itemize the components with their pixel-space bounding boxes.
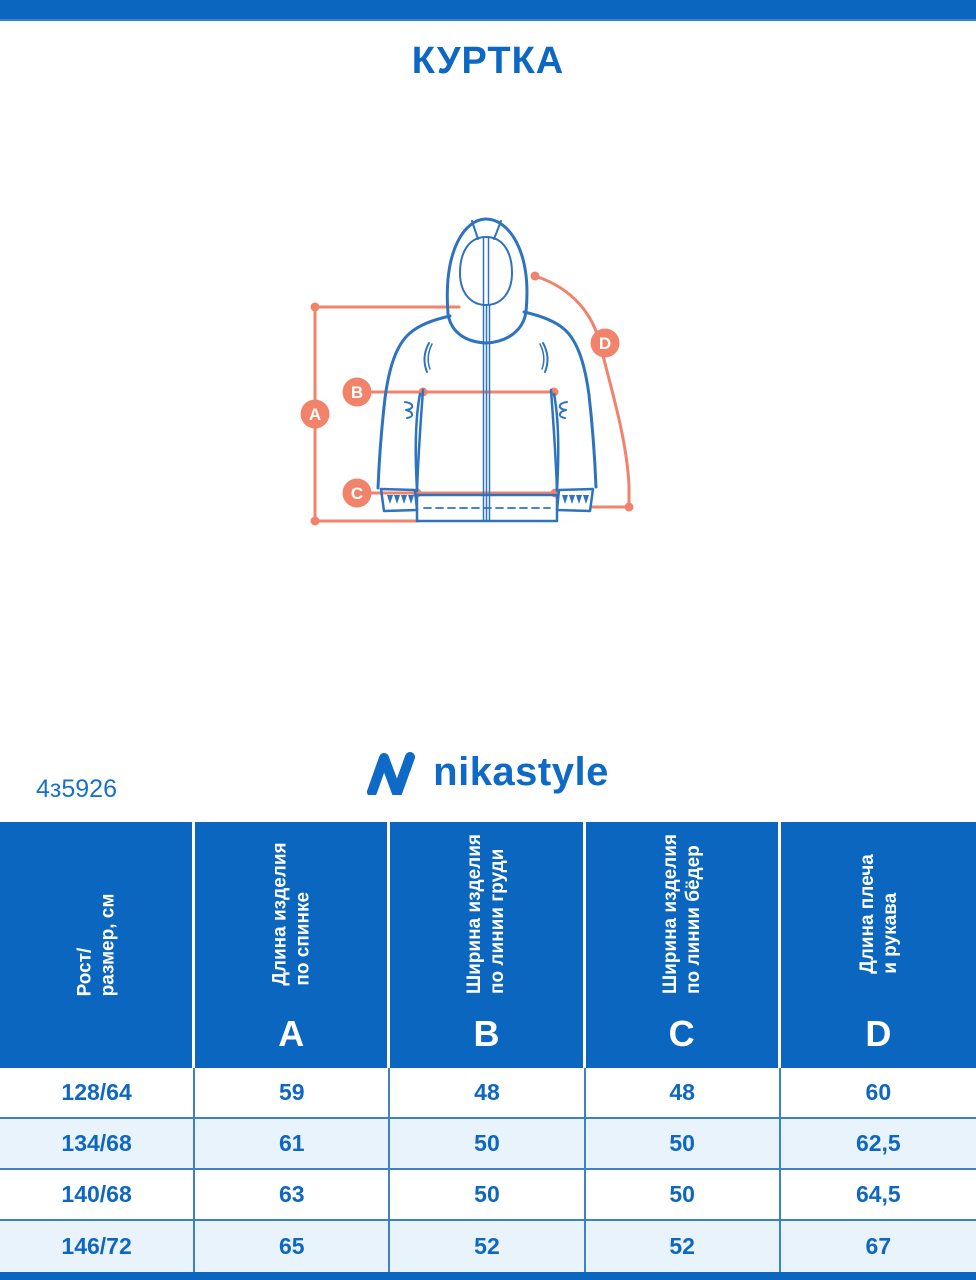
marker-b-label: B <box>351 383 363 402</box>
header-label-line: Длина плеча <box>856 854 878 974</box>
cell-d: 60 <box>865 1079 892 1105</box>
cell-b: 50 <box>390 1170 586 1219</box>
cell-a: 61 <box>195 1119 391 1168</box>
header-label-line: и рукава <box>879 892 901 974</box>
header-cell-c: Ширина изделия по линии бёдер C <box>585 822 781 1068</box>
marker-a-circle: A <box>300 399 330 429</box>
jacket-outline <box>376 217 598 523</box>
table-row: 128/64 59 48 48 60 <box>0 1068 976 1119</box>
header-label-line: размер, см <box>97 893 119 997</box>
cell-c: 50 <box>586 1119 781 1168</box>
cell-a: 65 <box>195 1221 391 1272</box>
header-label-line: по линии бёдер <box>682 845 704 994</box>
cell-d: 67 <box>865 1233 892 1259</box>
header-label-line: Ширина изделия <box>659 834 681 994</box>
header-cell-size: Рост/ размер, см <box>0 822 196 1068</box>
header-label-line: по линии груди <box>487 848 509 994</box>
header-label-line: Длина изделия <box>269 842 291 986</box>
cell-b: 48 <box>390 1068 586 1117</box>
cell-d: 64,5 <box>855 1181 901 1207</box>
cell-b: 52 <box>390 1221 586 1272</box>
header-letter-d: D <box>865 1013 892 1054</box>
size-table-header: Рост/ размер, см Длина изделия по спинке… <box>0 822 976 1068</box>
header-letter-c: C <box>668 1013 695 1054</box>
cell-size: 134/68 <box>0 1119 196 1168</box>
header-label-line: Ширина изделия <box>464 834 486 994</box>
table-row: 140/68 63 50 50 64,5 <box>0 1170 976 1221</box>
cell-d: 62,5 <box>855 1130 901 1156</box>
jacket-diagram: A B C D <box>300 217 634 526</box>
cell-size: 128/64 <box>0 1068 196 1117</box>
header-cell-b: Ширина изделия по линии груди B <box>390 822 586 1068</box>
marker-d-circle: D <box>590 328 620 358</box>
size-table: Рост/ размер, см Длина изделия по спинке… <box>0 822 976 1272</box>
marker-a-label: A <box>309 405 321 424</box>
cell-c: 48 <box>586 1068 781 1117</box>
header-letter-b: B <box>473 1013 500 1054</box>
top-accent-bar <box>0 0 976 21</box>
header-letter-a: A <box>278 1013 305 1054</box>
header-label-line: по спинке <box>292 891 314 986</box>
marker-d-label: D <box>599 334 611 353</box>
marker-b-circle: B <box>342 377 372 407</box>
marker-c-circle: C <box>342 478 372 508</box>
brand-logo-text: nikastyle <box>433 749 609 794</box>
cell-c: 52 <box>586 1221 781 1272</box>
article-number: 4з5926 <box>36 775 117 803</box>
header-label-line: Рост/ <box>74 947 96 997</box>
header-cell-a: Длина изделия по спинке A <box>195 822 391 1068</box>
page-title: КУРТКА <box>411 40 565 82</box>
marker-c-label: C <box>351 484 363 503</box>
brand-logo: nikastyle <box>0 742 976 802</box>
bottom-accent-bar <box>0 1272 976 1280</box>
table-row: 146/72 65 52 52 67 <box>0 1221 976 1272</box>
n-wave-icon <box>367 752 416 795</box>
header-cell-d: Длина плеча и рукава D <box>780 822 976 1068</box>
size-table-body: 128/64 59 48 48 60 134/68 61 50 50 62,5 … <box>0 1068 976 1272</box>
cell-size: 146/72 <box>0 1221 196 1272</box>
table-row: 134/68 61 50 50 62,5 <box>0 1119 976 1170</box>
cell-a: 59 <box>195 1068 391 1117</box>
cell-b: 50 <box>390 1119 586 1168</box>
cell-a: 63 <box>195 1170 391 1219</box>
cell-size: 140/68 <box>0 1170 196 1219</box>
cell-c: 50 <box>586 1170 781 1219</box>
